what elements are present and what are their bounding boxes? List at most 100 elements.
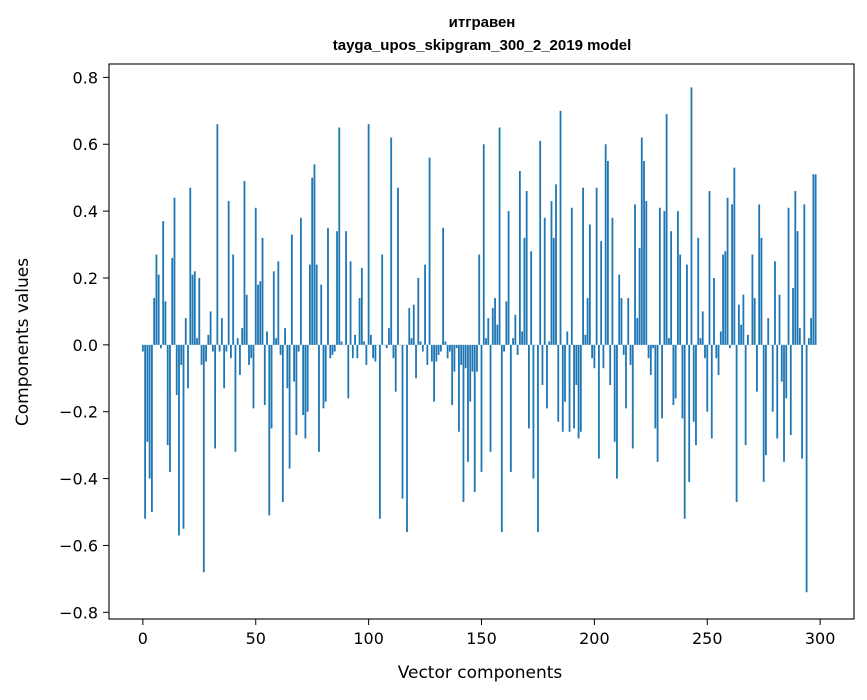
bar: [713, 278, 715, 345]
x-tick-label: 150: [466, 629, 497, 648]
bar: [632, 345, 634, 449]
bar: [539, 141, 541, 345]
bar: [219, 345, 221, 352]
bar: [352, 345, 354, 358]
bar: [244, 181, 246, 345]
bar: [474, 345, 476, 492]
bar: [214, 345, 216, 449]
bar: [508, 211, 510, 345]
bar: [406, 345, 408, 532]
bar: [688, 345, 690, 482]
bar: [390, 138, 392, 345]
bar: [379, 345, 381, 519]
y-tick-label: 0.2: [73, 269, 98, 288]
bar: [411, 338, 413, 345]
bar: [149, 345, 151, 479]
bar: [228, 201, 230, 345]
bar: [788, 208, 790, 345]
bar: [327, 228, 329, 345]
bar: [718, 345, 720, 375]
bar: [661, 345, 663, 419]
bar: [185, 318, 187, 345]
y-tick-label: 0.8: [73, 68, 98, 87]
bar: [365, 345, 367, 365]
bar: [625, 345, 627, 409]
bar: [189, 188, 191, 345]
bar: [397, 188, 399, 345]
bar: [785, 345, 787, 398]
bar: [449, 345, 451, 352]
y-axis-label: Components values: [13, 258, 33, 426]
bar: [752, 255, 754, 345]
bar: [693, 345, 695, 422]
bar: [790, 345, 792, 435]
bar: [557, 345, 559, 422]
bar: [203, 345, 205, 572]
bar: [402, 345, 404, 499]
bar: [460, 345, 462, 365]
bar: [314, 164, 316, 345]
bar: [241, 328, 243, 345]
bar: [320, 285, 322, 345]
chart-title: итгравен tayga_upos_skipgram_300_2_2019 …: [333, 14, 632, 54]
bar: [316, 265, 318, 345]
bar: [255, 208, 257, 345]
bar: [451, 345, 453, 405]
bar: [463, 345, 465, 502]
bar: [264, 345, 266, 405]
bar: [691, 87, 693, 344]
bar: [630, 345, 632, 365]
bar: [812, 174, 814, 345]
bar: [372, 345, 374, 358]
y-tick-label: 0.6: [73, 135, 98, 154]
bar: [323, 345, 325, 409]
bar: [499, 128, 501, 345]
bar: [675, 345, 677, 398]
bar: [481, 345, 483, 472]
y-tick-label: −0.2: [59, 403, 98, 422]
bar: [458, 345, 460, 432]
bar: [700, 338, 702, 345]
bar: [672, 345, 674, 405]
bar: [174, 198, 176, 345]
bar: [146, 345, 148, 442]
bar: [648, 345, 650, 358]
bar: [332, 345, 334, 355]
bar: [467, 345, 469, 462]
bar: [634, 204, 636, 344]
x-tick-label: 50: [246, 629, 266, 648]
bar: [729, 345, 731, 348]
bar: [587, 298, 589, 345]
bar: [596, 188, 598, 345]
bar: [772, 345, 774, 412]
bar: [194, 271, 196, 345]
bar: [503, 345, 505, 352]
bar: [618, 275, 620, 345]
bar: [603, 345, 605, 368]
bar: [345, 231, 347, 345]
bar: [334, 345, 336, 352]
bar: [679, 255, 681, 345]
bar: [553, 238, 555, 345]
x-tick-label: 100: [353, 629, 384, 648]
bar: [521, 331, 523, 344]
bar: [478, 255, 480, 345]
bar: [469, 345, 471, 402]
bar: [758, 204, 760, 344]
bar: [426, 345, 428, 365]
bar: [435, 345, 437, 362]
bar: [413, 305, 415, 345]
bar: [178, 345, 180, 536]
bar: [144, 345, 146, 519]
bar: [305, 345, 307, 439]
bar: [738, 305, 740, 345]
bar: [302, 345, 304, 415]
bar: [779, 295, 781, 345]
bar: [374, 345, 376, 362]
bar: [582, 188, 584, 345]
bar: [548, 342, 550, 345]
bar: [171, 258, 173, 345]
bar: [731, 204, 733, 344]
